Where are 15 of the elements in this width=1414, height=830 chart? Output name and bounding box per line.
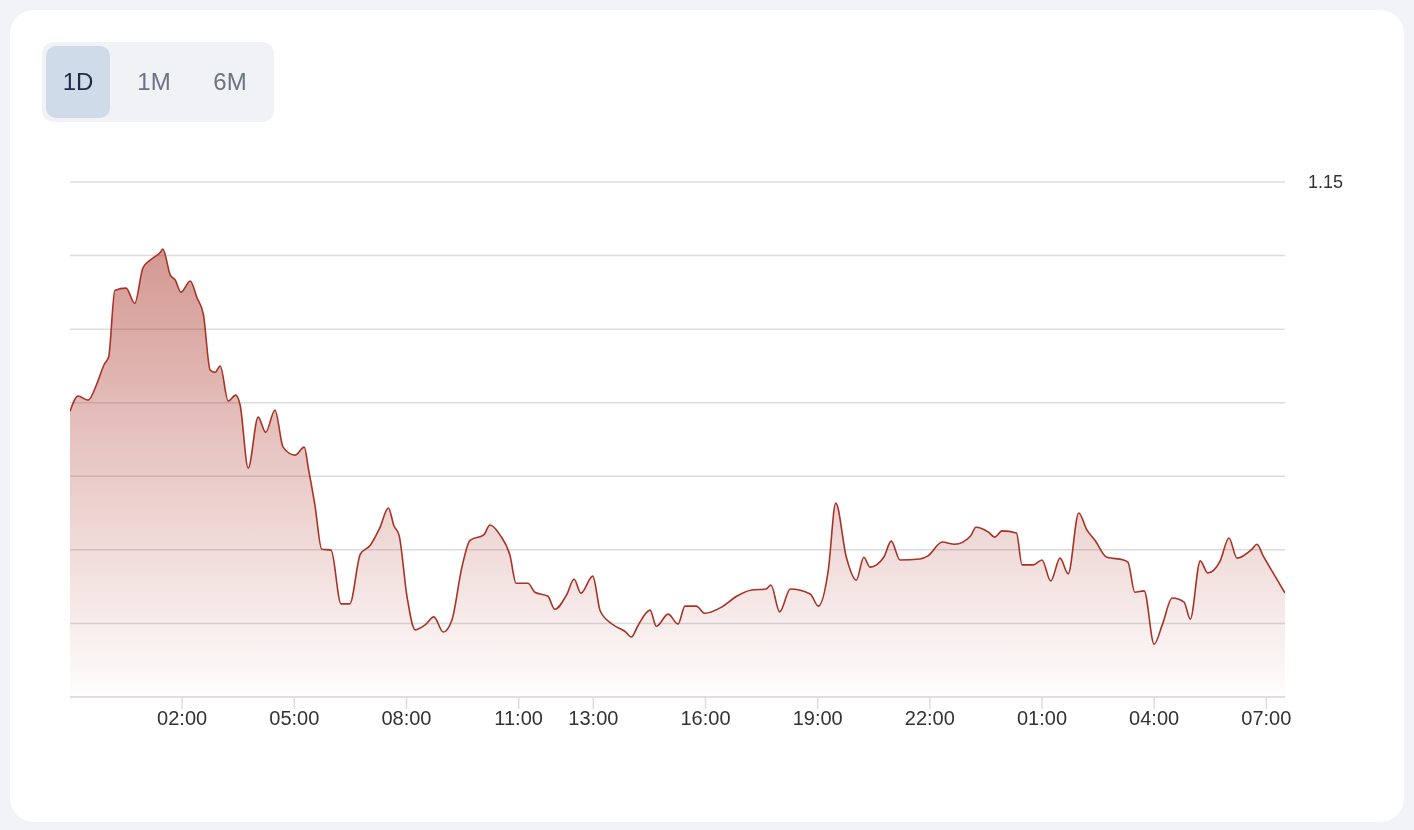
x-tick-label: 02:00 [157, 707, 208, 730]
text: 1D [46, 46, 110, 118]
x-tick-label: 08:00 [381, 707, 432, 730]
x-tick-label: 04:00 [1129, 707, 1180, 730]
x-tick-label: 13:00 [568, 707, 619, 730]
x-tick-label: 05:00 [269, 707, 320, 730]
text: 1.15 [1308, 171, 1344, 194]
x-tick-label: 11:00 [494, 707, 543, 730]
x-tick-label: 16:00 [680, 707, 731, 730]
x-tick-label: 01:00 [1016, 707, 1068, 730]
x-tick-label: 22:00 [904, 707, 955, 730]
x-tick-label: 19:00 [792, 707, 843, 730]
text: 1M [136, 67, 172, 97]
x-tick-label: 07:00 [1241, 707, 1292, 730]
text: 6M [212, 67, 248, 97]
